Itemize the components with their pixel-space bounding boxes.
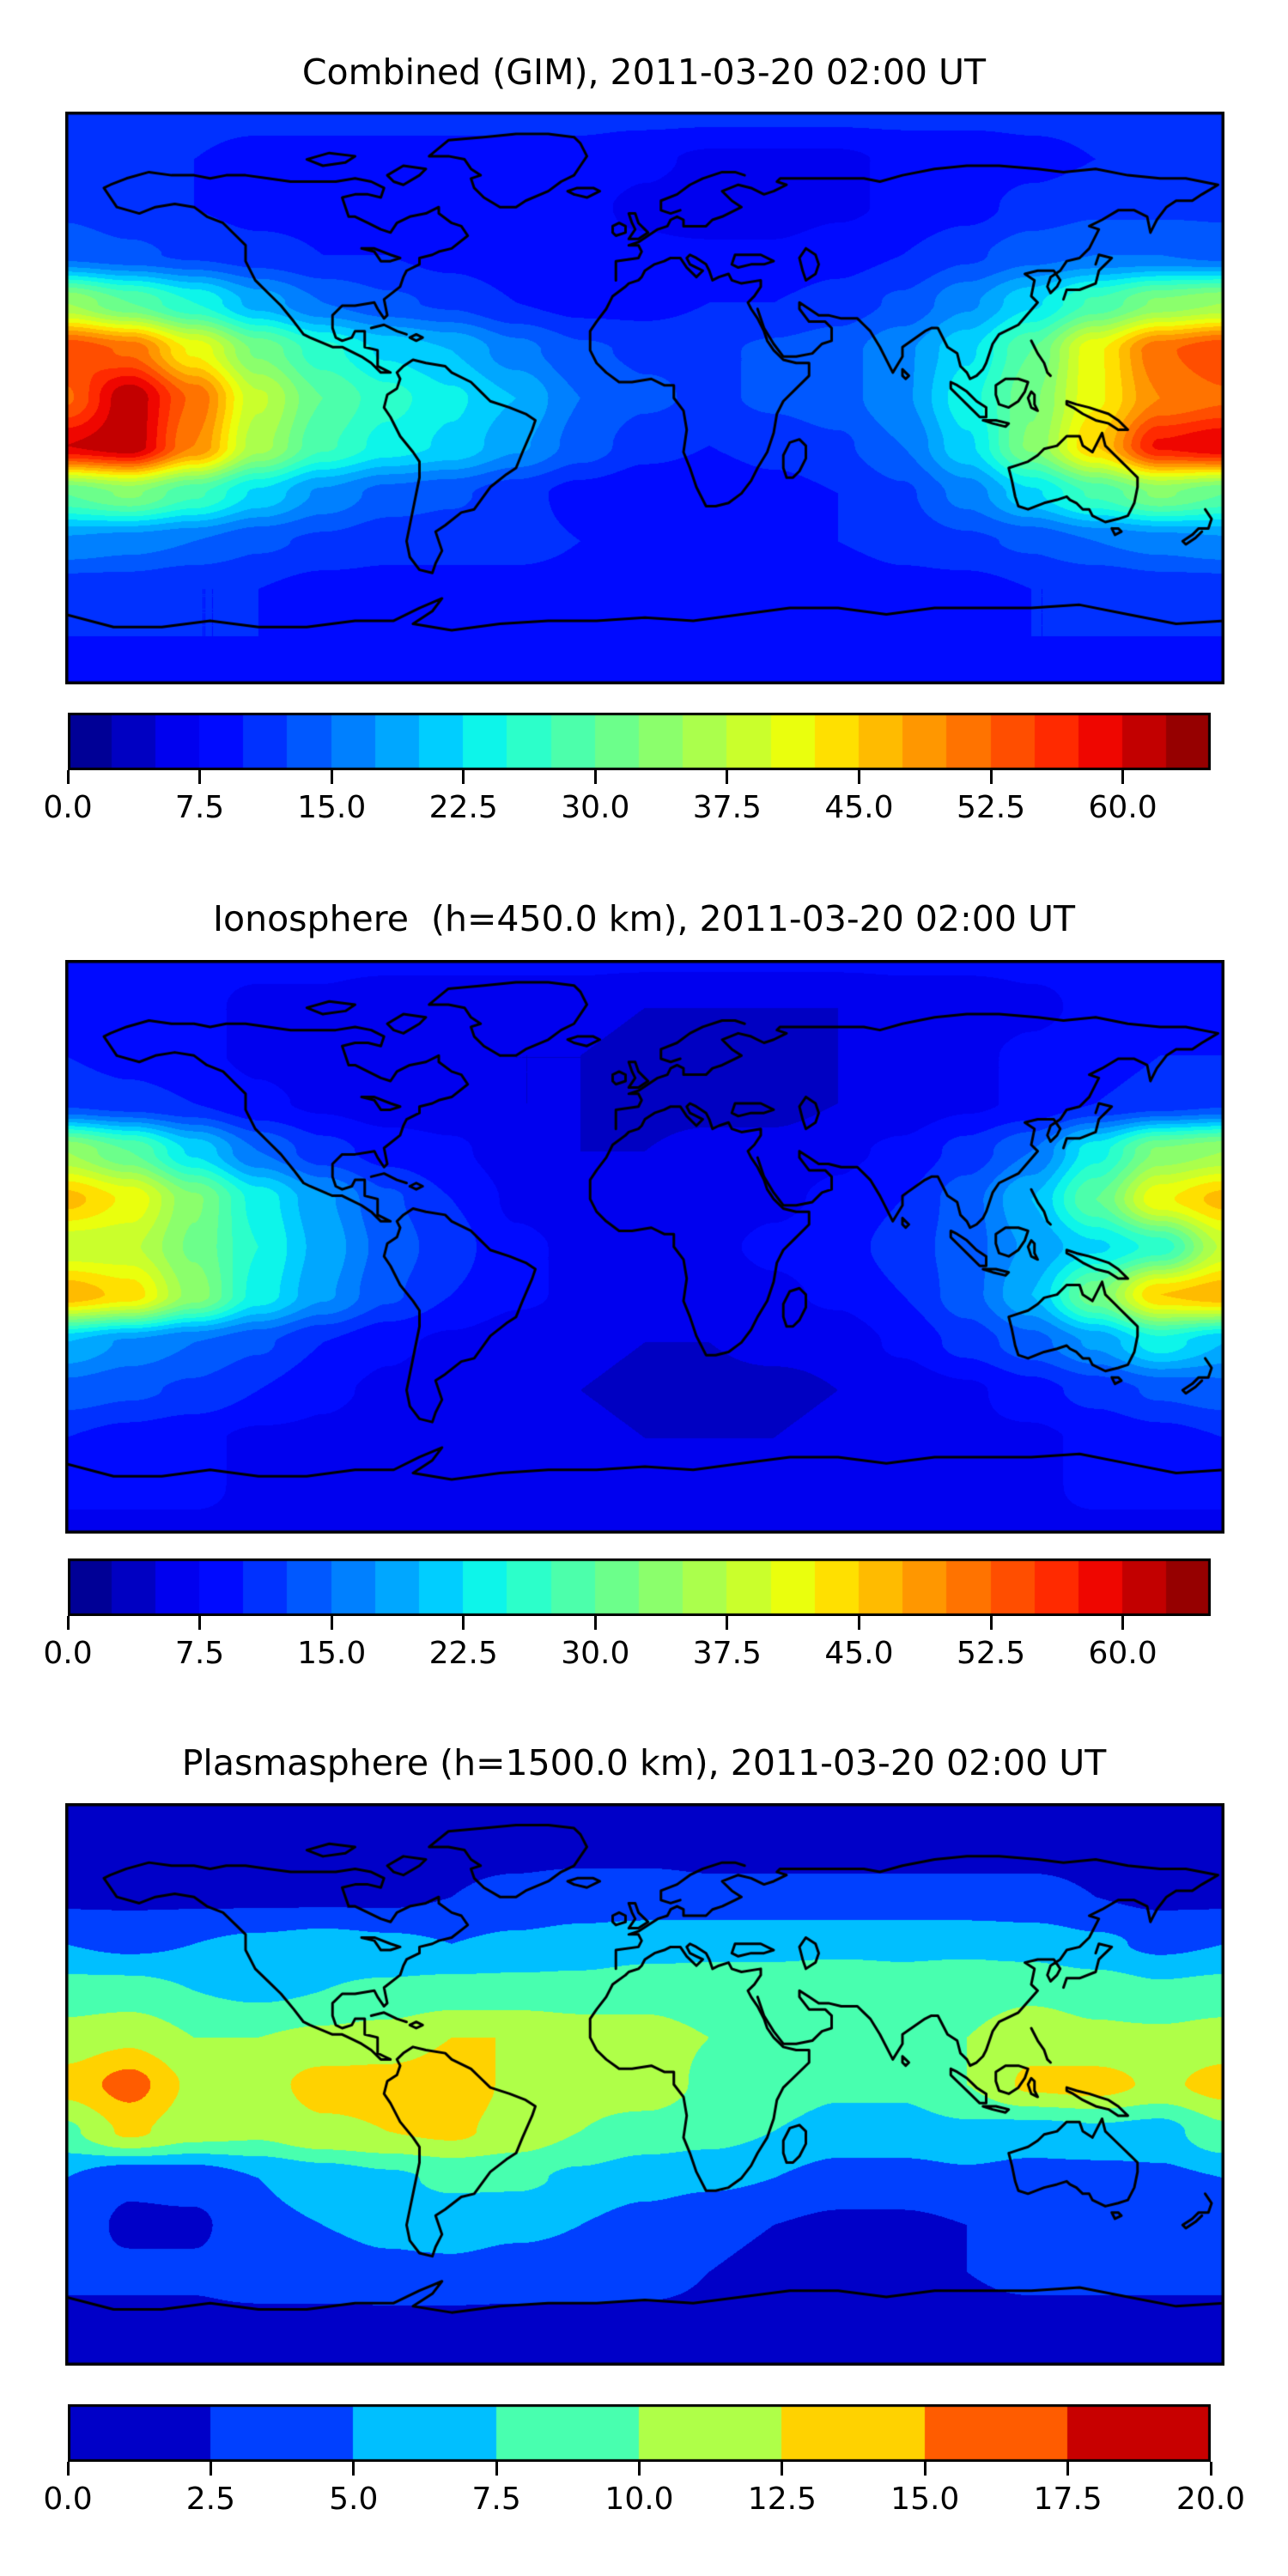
colorbar-tick (1066, 2462, 1070, 2476)
colorbar-tick-label: 30.0 (561, 1636, 630, 1671)
panel-title-combined: Combined (GIM), 2011-03-20 02:00 UT (301, 52, 987, 93)
colorbar-tick-label: 7.5 (174, 1636, 225, 1671)
colorbar-gradient-combined (68, 713, 1211, 770)
colorbar-tick-label: 17.5 (1033, 2482, 1103, 2517)
colorbar-tick-label: 37.5 (692, 790, 762, 825)
colorbar-tick (330, 770, 333, 784)
colorbar-tick-label: 60.0 (1088, 1636, 1157, 1671)
colorbar-tick (1209, 2462, 1212, 2476)
colorbar-tick-label: 7.5 (174, 790, 225, 825)
colorbar-tick-label: 52.5 (956, 790, 1026, 825)
colorbar-tick-label: 7.5 (471, 2482, 521, 2517)
colorbar-tick-label: 5.0 (329, 2482, 379, 2517)
colorbar-tick (462, 770, 465, 784)
colorbar-tick (330, 1616, 333, 1630)
colorbar-tick (66, 1616, 70, 1630)
colorbar-tick (198, 770, 202, 784)
colorbar-tick (593, 770, 597, 784)
colorbar-tick-label: 45.0 (824, 1636, 894, 1671)
colorbar-tick-label: 12.5 (747, 2482, 817, 2517)
colorbar-tick-label: 10.0 (605, 2482, 674, 2517)
colorbar-tick (989, 770, 993, 784)
colorbar-tick-label: 15.0 (297, 790, 367, 825)
colorbar-tick (726, 1616, 729, 1630)
colorbar-tick-label: 15.0 (890, 2482, 960, 2517)
colorbar-tick-label: 0.0 (43, 790, 93, 825)
colorbar-tick (1121, 1616, 1125, 1630)
colorbar-tick (726, 770, 729, 784)
colorbar-gradient-plasmasphere (68, 2404, 1211, 2462)
colorbar-tick (1121, 770, 1125, 784)
colorbar-tick (209, 2462, 212, 2476)
colorbar-tick-label: 20.0 (1176, 2482, 1246, 2517)
colorbar-tick (989, 1616, 993, 1630)
colorbar-tick-label: 45.0 (824, 790, 894, 825)
colorbar-gradient-ionosphere (68, 1558, 1211, 1616)
colorbar-tick-label: 30.0 (561, 790, 630, 825)
colorbar-tick-label: 22.5 (428, 1636, 498, 1671)
colorbar-plasmasphere: 0.0 2.5 5.0 7.5 10.0 12.5 15.0 17.5 20.0 (43, 2404, 1245, 2524)
colorbar-tick (781, 2462, 784, 2476)
world-map-combined-gim (65, 112, 1224, 684)
world-map-plasmasphere (65, 1803, 1224, 2366)
panel-title-plasmasphere: Plasmasphere (h=1500.0 km), 2011-03-20 0… (181, 1742, 1107, 1783)
colorbar-tick-label: 2.5 (185, 2482, 236, 2517)
colorbar-ionosphere: 0.0 7.5 15.0 22.5 30.0 37.5 45.0 52.5 60.0 (43, 1558, 1211, 1679)
colorbar-tick-label: 0.0 (43, 1636, 93, 1671)
colorbar-tick (66, 2462, 70, 2476)
colorbar-combined: 0.0 7.5 15.0 22.5 30.0 37.5 45.0 52.5 60.0 (43, 713, 1211, 833)
colorbar-tick (198, 1616, 202, 1630)
colorbar-tick (462, 1616, 465, 1630)
colorbar-tick-label: 0.0 (43, 2482, 93, 2517)
colorbar-tick (495, 2462, 498, 2476)
colorbar-tick-label: 37.5 (692, 1636, 762, 1671)
panel-title-ionosphere: Ionosphere (h=450.0 km), 2011-03-20 02:0… (212, 898, 1076, 939)
colorbar-tick (352, 2462, 355, 2476)
colorbar-tick (857, 770, 860, 784)
colorbar-tick-label: 15.0 (297, 1636, 367, 1671)
colorbar-tick-label: 60.0 (1088, 790, 1157, 825)
colorbar-tick-label: 52.5 (956, 1636, 1026, 1671)
colorbar-tick (66, 770, 70, 784)
colorbar-tick (923, 2462, 927, 2476)
world-map-ionosphere (65, 960, 1224, 1534)
colorbar-tick-label: 22.5 (428, 790, 498, 825)
colorbar-tick (593, 1616, 597, 1630)
colorbar-tick (638, 2462, 641, 2476)
colorbar-tick (857, 1616, 860, 1630)
